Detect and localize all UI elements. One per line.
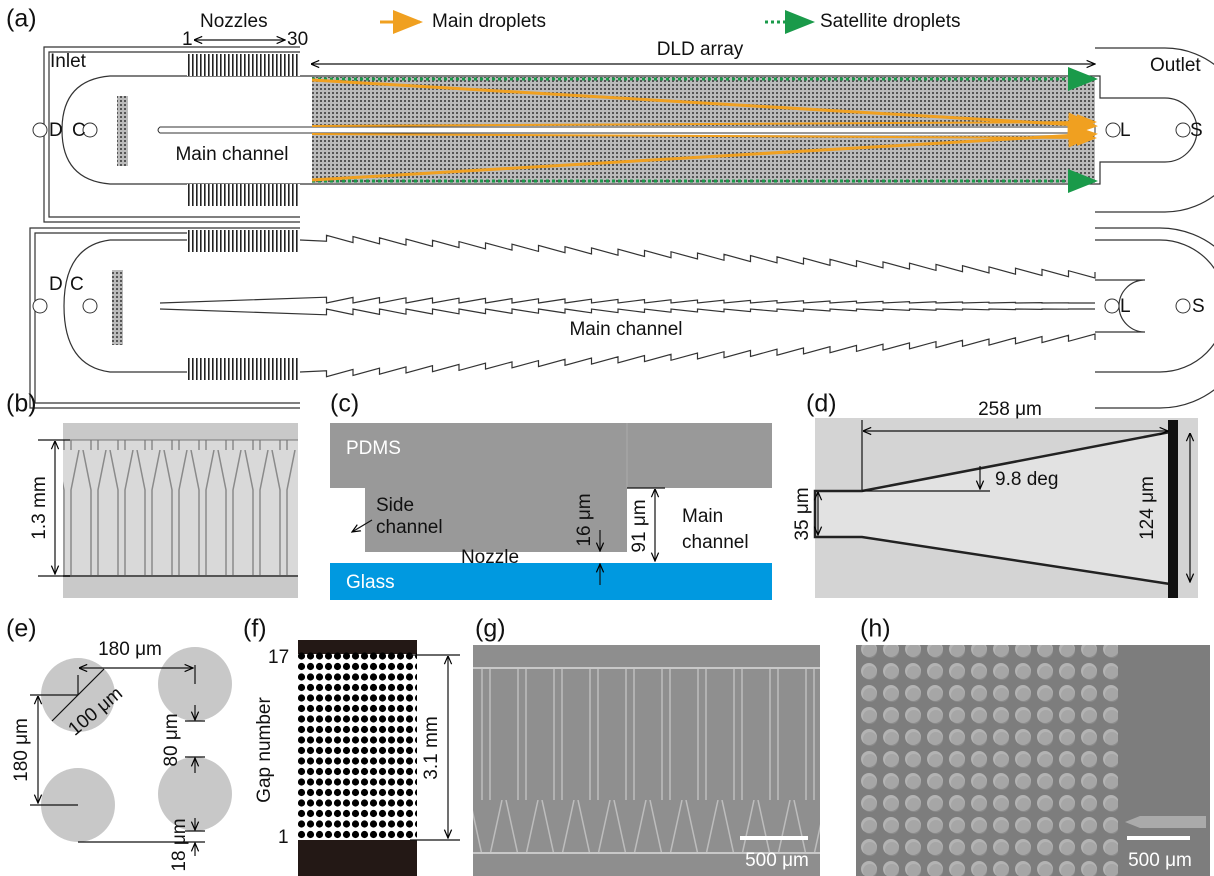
glass [330,563,772,600]
dimension-label: 3.1 mm [421,716,442,779]
legend-label: Satellite droplets [820,11,960,32]
port-label: S [1190,120,1203,141]
post-array [298,652,417,842]
gap-label: 17 [268,647,289,668]
panel-label: (a) [6,5,37,33]
side-label: channel [376,517,443,538]
scale-bar-label: 500 μm [745,850,809,871]
glass-label: Glass [346,572,395,593]
angle-label: 9.8 deg [995,469,1058,490]
port-label: L [1120,120,1131,141]
figure: (a) Nozzles 1 30 Main droplets Satellite… [0,0,1214,876]
side-label: Side [376,495,414,516]
main-label: Main [682,506,723,527]
channel-wall [300,235,1095,278]
dimension-label: 258 μm [978,399,1042,420]
port-label: D [49,120,63,141]
top-device [33,22,1214,222]
port-label: C [72,120,86,141]
channel-wall [160,309,1095,315]
nozzle-array [187,184,300,206]
filter [117,96,128,166]
panel-label: (e) [6,615,37,643]
post-sem [856,645,1118,876]
filter [112,270,123,345]
port-label: C [70,274,84,295]
scale-bar-label: 500 μm [1128,850,1192,871]
nozzle-first: 1 [182,29,193,50]
nozzle-array [187,230,300,252]
legend-label: Main droplets [432,11,546,32]
panel-label: (f) [243,615,267,643]
inlet-label: Inlet [50,51,87,72]
dimension-label: 91 μm [629,499,650,552]
channel-wall [160,297,1095,303]
dld-label: DLD array [657,39,744,60]
channel-label: Main channel [175,144,288,165]
panel-label: (g) [475,615,506,643]
dimension-label: 80 μm [161,713,182,766]
dimension-label: 18 μm [169,818,190,871]
outlet-label: Outlet [1150,55,1201,76]
port-label: D [49,274,63,295]
channel-wall [300,334,1095,377]
panel-label: (c) [330,390,359,418]
nozzle-label: Nozzle [461,547,519,568]
dimension-label: 180 μm [98,639,162,660]
dimension-label: 35 μm [792,487,813,540]
nozzle-last: 30 [287,29,308,50]
axis-label: Gap number [254,697,275,803]
nozzle-sem [473,668,820,853]
dimension-label: 1.3 mm [29,476,50,539]
dimension-label: 180 μm [11,718,32,782]
main-label: channel [682,532,749,553]
channel-label: Main channel [569,319,682,340]
nozzle-micrograph [63,440,298,576]
nozzle-array [187,358,300,380]
nozzle-array [187,54,300,76]
nozzles-label: Nozzles [200,11,268,32]
port-label: L [1120,296,1131,317]
gap-label: 1 [278,827,289,848]
panel-label: (h) [860,615,891,643]
bottom-device [30,228,1214,408]
pdms-label: PDMS [346,438,401,459]
panel-label: (b) [6,390,37,418]
dimension-label: 16 μm [574,493,595,546]
panel-label: (d) [806,390,837,418]
dimension-label: 124 μm [1137,476,1158,540]
port-label: S [1192,296,1205,317]
